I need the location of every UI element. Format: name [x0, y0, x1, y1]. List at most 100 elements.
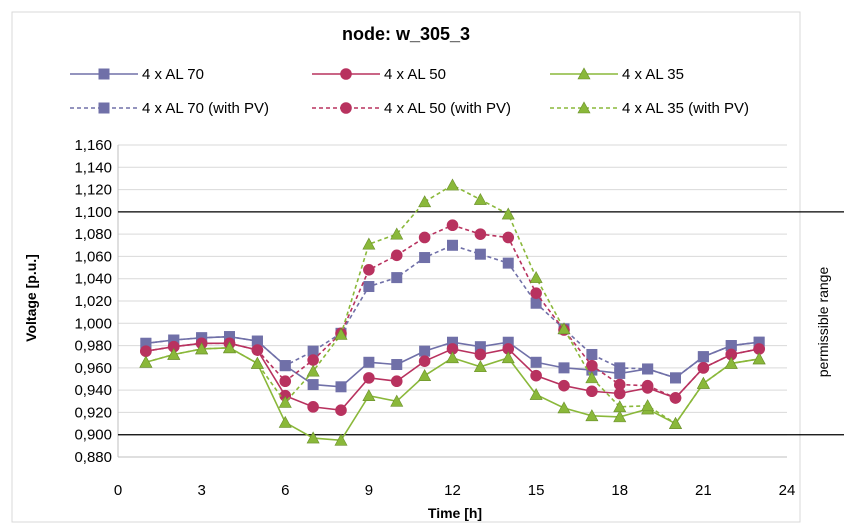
legend-marker	[340, 68, 352, 80]
data-point	[502, 257, 514, 269]
data-point	[418, 231, 431, 244]
y-tick-label: 0,960	[74, 360, 112, 377]
data-point	[641, 379, 654, 392]
legend-marker	[577, 101, 591, 114]
data-point	[139, 355, 153, 368]
legend-label: 4 x AL 70 (with PV)	[142, 100, 269, 117]
data-point	[697, 351, 709, 363]
data-point	[474, 228, 487, 240]
data-point	[473, 192, 487, 205]
data-point	[586, 348, 598, 360]
data-point	[278, 395, 292, 408]
data-point	[419, 252, 431, 264]
data-point	[167, 347, 181, 360]
series-2	[140, 337, 765, 417]
y-tick-label: 1,080	[74, 226, 112, 243]
legend-item: 4 x AL 70 (with PV)	[70, 100, 269, 117]
data-point	[502, 231, 515, 244]
y-axis-ticks: 0,880 0,900 0,920 0,940 0,960 0,980 1,000 1,020…	[74, 137, 112, 466]
data-point	[391, 272, 403, 284]
x-tick-label: 12	[444, 482, 461, 499]
y-tick-label: 1,140	[74, 159, 112, 176]
data-point	[363, 281, 375, 293]
data-point	[279, 375, 292, 388]
x-tick-label: 18	[611, 482, 628, 499]
data-point	[501, 351, 515, 364]
data-point	[362, 389, 376, 402]
legend: 4 x AL 70 4 x AL 50 4 x AL 35 4 x AL 70 (wi…	[70, 66, 749, 117]
series-6	[139, 178, 766, 429]
data-point	[474, 348, 487, 361]
data-point	[445, 351, 460, 364]
y-tick-label: 1,120	[74, 182, 112, 199]
data-point	[724, 356, 738, 369]
y-axis-label: Voltage [p.u.]	[23, 254, 39, 342]
legend-marker	[340, 102, 352, 114]
data-point	[390, 375, 403, 388]
data-point	[613, 378, 626, 391]
y-tick-label: 0,920	[74, 404, 112, 421]
y-tick-label: 1,040	[74, 271, 112, 288]
data-point	[418, 355, 431, 367]
x-tick-label: 24	[779, 482, 796, 499]
y-tick-label: 0,980	[74, 338, 112, 355]
data-point	[334, 327, 348, 340]
data-point	[307, 379, 319, 391]
x-tick-label: 6	[281, 482, 289, 499]
data-point	[474, 248, 486, 260]
data-point	[391, 359, 403, 371]
data-point	[251, 344, 264, 356]
data-point	[390, 394, 404, 407]
data-point	[530, 369, 542, 382]
limit-lines	[118, 211, 844, 436]
x-tick-label: 3	[197, 482, 205, 499]
series-group	[139, 178, 766, 446]
data-point	[278, 415, 292, 428]
data-point	[279, 360, 291, 372]
data-point	[558, 362, 570, 374]
data-point	[529, 270, 543, 283]
data-point	[586, 359, 598, 372]
data-point	[670, 372, 681, 384]
x-axis-label: Time [h]	[428, 505, 482, 521]
data-point	[307, 354, 319, 366]
data-point	[530, 356, 542, 368]
chart-frame	[11, 11, 801, 523]
data-point	[642, 363, 654, 375]
legend-label: 4 x AL 70	[142, 66, 204, 83]
data-point	[613, 410, 627, 423]
data-point	[445, 178, 460, 191]
data-point	[418, 369, 432, 381]
data-point	[614, 362, 626, 374]
data-point	[586, 385, 598, 398]
legend-marker	[98, 102, 110, 114]
y-tick-label: 1,100	[74, 204, 112, 221]
data-point	[641, 399, 655, 412]
data-point	[222, 341, 237, 354]
data-point	[250, 356, 264, 369]
data-point	[362, 237, 376, 250]
data-point	[530, 297, 542, 309]
x-tick-label: 0	[114, 482, 122, 499]
legend-item: 4 x AL 70	[70, 66, 204, 83]
data-point	[390, 249, 403, 262]
data-point	[195, 342, 209, 355]
data-point	[585, 409, 599, 422]
data-point	[613, 400, 627, 413]
data-point	[335, 381, 347, 393]
data-point	[306, 431, 320, 444]
series-line	[145, 184, 760, 425]
data-point	[418, 195, 432, 208]
x-tick-label: 9	[365, 482, 373, 499]
data-point	[447, 239, 458, 251]
data-point	[585, 371, 599, 384]
data-point	[697, 362, 710, 374]
data-point	[306, 364, 320, 377]
data-point	[307, 401, 319, 413]
data-point	[446, 219, 459, 232]
legend-item: 4 x AL 35 (with PV)	[550, 100, 749, 117]
data-point	[363, 264, 375, 276]
y-tick-label: 0,880	[74, 449, 112, 466]
data-point	[419, 345, 431, 357]
